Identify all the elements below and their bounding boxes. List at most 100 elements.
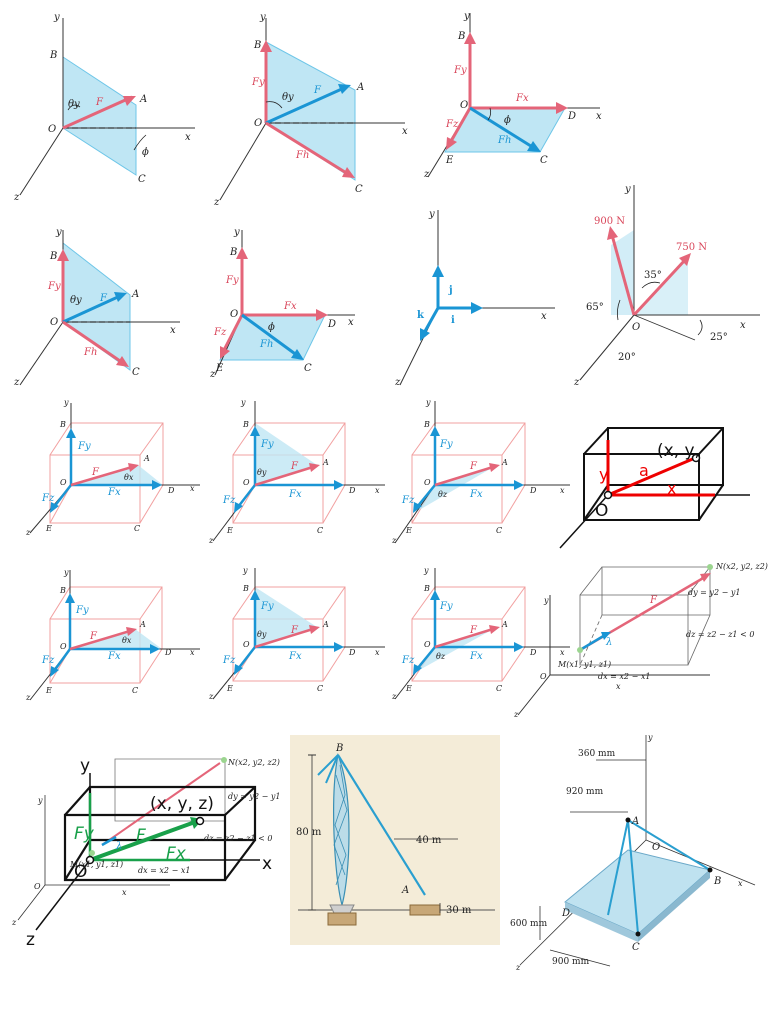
y-axis-label: y [624,184,631,195]
point-d-label: D [167,486,175,495]
point-c-label: C [138,174,146,185]
force-f-label: F [313,85,322,96]
x-axis-label: x [170,325,176,336]
z-axis-label: z [515,963,521,972]
z-axis-label: z [208,692,214,701]
point-a-label: A [501,620,508,629]
origin-label: O [34,882,41,891]
dx-label: dx = x2 − x1 [138,866,190,875]
theta-y-label: θy [282,92,294,103]
z-axis-label: z [391,536,397,545]
dim-360mm-label: 360 mm [578,749,616,759]
figure-6-unit-vectors: y x z j i k [395,205,560,390]
y-axis-label: y [425,398,431,407]
z-axis-label: z [13,192,20,203]
point-d-label: D [327,319,336,330]
z-axis-label: z [213,197,220,208]
point-c-label: C [496,526,502,535]
figure-11-hand-drawn-box: (x, y, y a x O [555,420,760,550]
height-80m-label: 80 m [296,827,322,838]
y-axis-label: y [428,209,435,220]
theta-y-label: θy [70,295,82,306]
y-axis-label: y [240,398,246,407]
x-axis-label: x [596,111,602,122]
force-f-label: F [290,625,299,636]
unit-vector-j: j [448,285,453,296]
point-a-label: A [356,82,364,93]
x-axis-label: x [348,317,354,328]
force-fz-label: Fz [41,493,55,504]
point-b-label: B [253,40,261,51]
dz-label: dz = z2 − z1 < 0 [204,834,272,843]
point-c-label: C [304,363,312,374]
x-axis-label: x [738,879,743,888]
force-f-label: F [469,625,478,636]
point-c-label: C [317,684,323,693]
figure-7-two-forces: y x z O 900 N 750 N 35° 65° 25° 20° [570,180,765,390]
origin-label: O [50,317,58,328]
x-axis-label: x [541,311,547,322]
hand-force-fy-label: Fy [74,824,95,844]
theta-label: θz [438,490,448,499]
force-fy-label: Fy [75,605,89,616]
point-n-label: N(x2, y2, z2) [227,758,280,767]
y-axis-label: y [423,566,429,575]
figure-18-plate-cables: 360 mm 920 mm 600 mm 900 mm y x z A B C … [510,730,765,980]
point-c-label: C [134,524,140,533]
x-axis-label: x [375,486,380,495]
origin-label: O [243,478,250,487]
point-e-label: E [226,526,233,535]
point-d-label: D [529,648,537,657]
force-fx-label: Fx [469,651,483,662]
point-a-label: A [322,620,329,629]
force-fy-label: Fy [439,439,453,450]
hand-point-xyz-label: (x, y, z) [150,794,214,814]
point-a-label: A [631,816,639,827]
x-axis-label: x [190,484,195,493]
point-c-label: C [132,367,140,378]
point-b-label: B [335,743,343,754]
point-a-label: A [139,620,146,629]
force-fz-label: Fz [222,495,236,506]
dz-label: dz = z2 − z1 < 0 [686,630,754,639]
force-f-label: F [95,97,104,108]
angle-20-label: 20° [618,352,636,363]
force-fz-label: Fz [445,119,459,130]
force-fy-label: Fy [260,439,274,450]
origin-label: O [460,100,468,111]
figure-15-position-vector-box: N(x2, y2, z2) M(x1, y1, z1) dy = y2 − y1… [510,555,768,725]
y-axis-label: y [242,566,248,575]
y-axis-label: y [647,733,653,742]
force-f-label: F [469,461,478,472]
point-a-label: A [131,289,139,300]
theta-label: θy [257,468,267,477]
z-axis-label: z [423,169,430,180]
z-axis-label: z [210,369,216,380]
point-d-label: D [529,486,537,495]
point-xyz-label: (x, y, [657,441,700,461]
origin-label: O [254,118,262,129]
figure-17-tower-guy-wire: B A 80 m 40 m 30 m [290,735,500,945]
y-axis-label: y [55,227,62,238]
point-a-label: A [139,94,147,105]
hand-force-fx-label: Fx [166,844,187,864]
dim-920mm-label: 920 mm [566,787,604,797]
dim-900mm-label: 900 mm [552,957,590,967]
z-axis-label: z [208,536,214,545]
point-b-label: B [423,584,430,593]
point-b-label: B [59,586,66,595]
origin-label: O [540,672,547,681]
figure-2-force-components: y x z B A C O θy F Fy Fh [210,10,415,210]
force-fh-label: Fh [83,347,97,358]
force-fy-label: Fy [260,601,274,612]
point-n-label: N(x2, y2, z2) [715,562,768,571]
dim-600mm-label: 600 mm [510,919,548,929]
x-axis-label: x [122,888,127,897]
force-f-label: F [99,293,108,304]
point-d-label: D [348,648,356,657]
point-c-label: C [132,686,138,695]
angle-25-label: 25° [710,332,728,343]
force-fh-label: Fh [259,339,273,350]
angle-65-label: 65° [586,302,604,313]
force-fz-label: Fz [213,327,227,338]
